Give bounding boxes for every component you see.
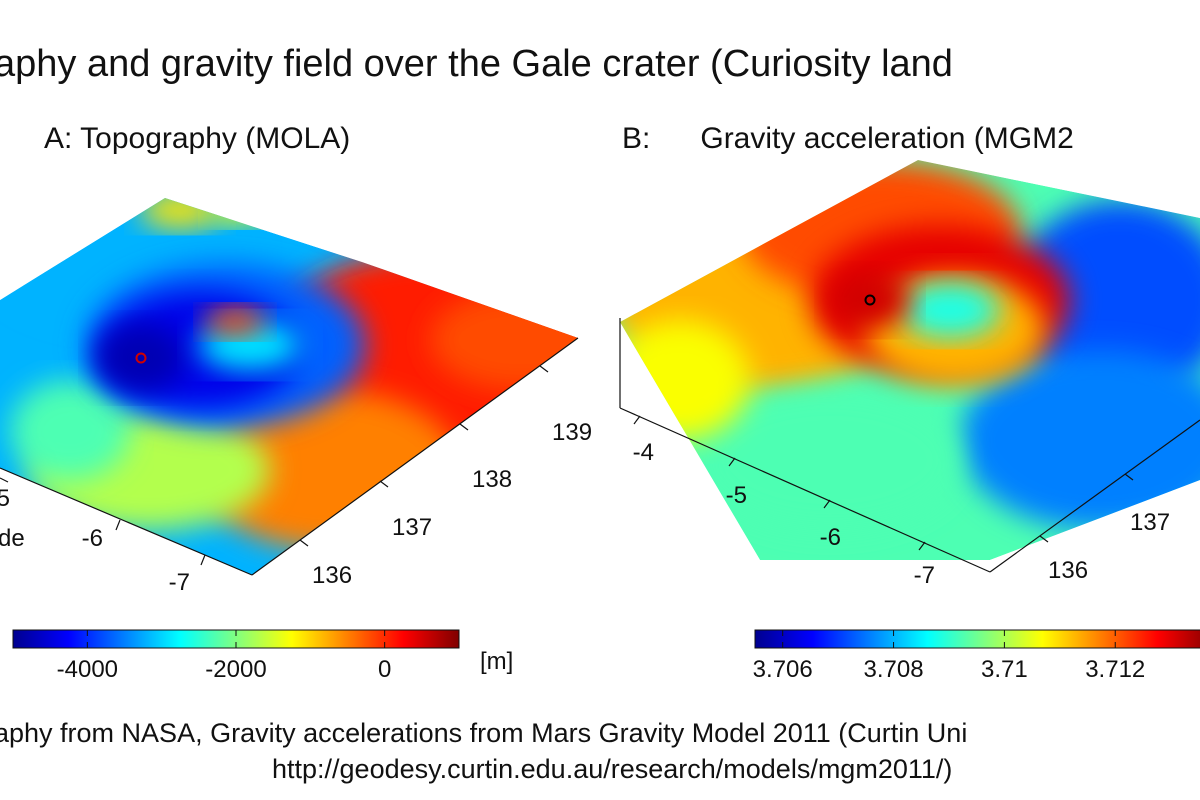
surface-a-patch-10 xyxy=(205,308,265,336)
surface-a-patch-2 xyxy=(430,290,578,390)
topography-surface xyxy=(0,198,578,575)
surface-b-patch-2 xyxy=(1010,200,1200,400)
lon-a-tick-3 xyxy=(539,365,549,373)
colorbar-a-tick-label-0: -4000 xyxy=(57,656,118,683)
panel-b-title: B: Gravity acceleration (MGM2 xyxy=(622,122,1074,155)
surface-b-patch-9 xyxy=(830,272,910,328)
lon-a-tick-label-2: 138 xyxy=(472,466,512,493)
surface-a-patch-5 xyxy=(10,380,130,480)
lon-a-tick-2 xyxy=(459,423,469,431)
panel-a-topography: A: Topography (MOLA) 5 -6 -7 136 137 138 139 d… xyxy=(0,122,592,683)
panel-a-title: A: Topography (MOLA) xyxy=(44,122,350,155)
colorbar-b-tick-label-2: 3.71 xyxy=(981,656,1028,683)
lat-a-tick-label-1: -6 xyxy=(82,525,103,552)
colorbar-b-tick-label-3: 3.712 xyxy=(1085,656,1145,683)
lon-b-tick-1 xyxy=(1124,473,1134,481)
landing-site-marker-b xyxy=(864,294,876,306)
lat-a-tick-label-2: -7 xyxy=(169,569,190,596)
surface-a-patch-12 xyxy=(210,198,270,224)
colorbar-a-unit: [m] xyxy=(480,648,513,675)
surface-b-patch-8 xyxy=(900,282,1000,338)
lon-a-tick-label-3: 139 xyxy=(552,419,592,446)
lon-a-tick-0 xyxy=(299,539,309,547)
colorbar-b-tick-label-1: 3.708 xyxy=(864,656,924,683)
gravity-surface xyxy=(620,160,1200,560)
lat-b-tick-0 xyxy=(633,415,641,425)
colorbar-b xyxy=(754,629,1200,649)
lat-b-tick-1 xyxy=(728,457,736,467)
landing-site-marker-a xyxy=(135,352,147,364)
surface-b-patch-3 xyxy=(960,350,1200,530)
lat-b-tick-label-1: -5 xyxy=(726,482,747,509)
caption-line-1: aphy from NASA, Gravity accelerations fr… xyxy=(0,718,967,748)
latitude-axis-b xyxy=(619,407,991,573)
latitude-axis-label-a: de xyxy=(0,525,25,552)
lat-b-tick-3 xyxy=(918,541,926,551)
lat-b-tick-label-0: -4 xyxy=(633,439,654,466)
longitude-axis-b xyxy=(989,419,1200,573)
lon-a-tick-label-1: 137 xyxy=(392,514,432,541)
lon-b-tick-label-0: 136 xyxy=(1048,557,1088,584)
lat-b-tick-label-3: -7 xyxy=(914,562,935,589)
lat-b-tick-2 xyxy=(823,499,831,509)
lat-b-tick-label-2: -6 xyxy=(820,524,841,551)
lat-a-tick-0 xyxy=(0,477,9,483)
surface-a-patch-11 xyxy=(140,198,220,228)
latitude-axis-a xyxy=(0,467,253,576)
lat-a-tick-label-0: 5 xyxy=(0,485,10,512)
colorbar-a-tick-label-1: -2000 xyxy=(205,656,266,683)
lat-a-tick-1 xyxy=(115,519,121,531)
longitude-axis-a xyxy=(251,337,579,576)
colorbar-a-tick-label-2: 0 xyxy=(378,656,391,683)
lon-b-tick-label-1: 137 xyxy=(1130,509,1170,536)
lon-b-tick-0 xyxy=(1039,535,1049,543)
caption-line-2: http://geodesy.curtin.edu.au/research/mo… xyxy=(272,754,952,784)
surface-b-patch-5 xyxy=(620,320,750,440)
panel-b-gravity: B: Gravity acceleration (MGM2 -4 -5 -6 -7 13… xyxy=(619,122,1200,683)
lat-a-tick-2 xyxy=(200,554,206,566)
surface-a-patch-8 xyxy=(96,324,184,392)
figure-title: aphy and gravity field over the Gale cra… xyxy=(0,43,953,85)
lon-a-tick-label-0: 136 xyxy=(312,562,352,589)
surface-b-patch-4 xyxy=(700,390,960,530)
lon-a-tick-1 xyxy=(379,480,389,488)
colorbar-b-tick-label-0: 3.706 xyxy=(753,656,813,683)
